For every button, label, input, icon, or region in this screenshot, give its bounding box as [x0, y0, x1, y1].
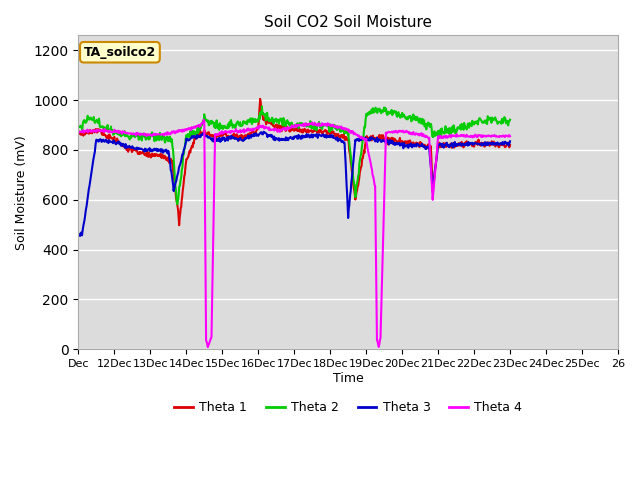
Theta 4 [162, 131, 170, 137]
Theta 4 [172, 129, 179, 134]
Theta 1 [99, 132, 106, 138]
Theta 4 [361, 137, 369, 143]
Theta 4 [204, 344, 212, 350]
Title: Soil CO2 Soil Moisture: Soil CO2 Soil Moisture [264, 15, 432, 30]
Theta 2 [486, 115, 494, 120]
Theta 1 [506, 142, 514, 148]
Line: Theta 2: Theta 2 [79, 107, 510, 204]
Theta 3 [403, 143, 410, 149]
Theta 1 [256, 96, 264, 102]
Y-axis label: Soil Moisture (mV): Soil Moisture (mV) [15, 135, 28, 250]
Theta 2 [295, 120, 303, 126]
Theta 2 [75, 123, 83, 129]
Theta 3 [76, 233, 84, 239]
Theta 2 [172, 190, 180, 195]
Theta 1 [175, 222, 183, 228]
Theta 2 [173, 201, 181, 207]
Theta 1 [498, 141, 506, 147]
Line: Theta 1: Theta 1 [79, 99, 510, 225]
Theta 4 [236, 129, 243, 135]
Theta 3 [112, 141, 120, 147]
Text: TA_soilco2: TA_soilco2 [84, 46, 156, 59]
Theta 3 [408, 144, 416, 150]
Theta 3 [260, 129, 268, 135]
Theta 2 [401, 114, 408, 120]
Theta 3 [139, 147, 147, 153]
Theta 1 [130, 146, 138, 152]
Theta 4 [75, 130, 83, 136]
Line: Theta 4: Theta 4 [79, 120, 510, 347]
Theta 3 [77, 230, 85, 236]
Theta 4 [200, 117, 207, 122]
Theta 1 [75, 132, 83, 137]
Theta 4 [490, 133, 497, 139]
Theta 3 [375, 137, 383, 143]
Theta 2 [207, 121, 215, 127]
Theta 2 [258, 104, 266, 109]
Theta 4 [186, 126, 193, 132]
Theta 1 [373, 135, 381, 141]
Theta 3 [75, 230, 83, 236]
X-axis label: Time: Time [333, 372, 364, 385]
Legend: Theta 1, Theta 2, Theta 3, Theta 4: Theta 1, Theta 2, Theta 3, Theta 4 [170, 396, 527, 420]
Line: Theta 3: Theta 3 [79, 132, 510, 236]
Theta 1 [302, 128, 310, 133]
Theta 2 [471, 119, 479, 125]
Theta 4 [506, 133, 514, 139]
Theta 3 [506, 138, 514, 144]
Theta 2 [506, 117, 514, 122]
Theta 1 [269, 123, 277, 129]
